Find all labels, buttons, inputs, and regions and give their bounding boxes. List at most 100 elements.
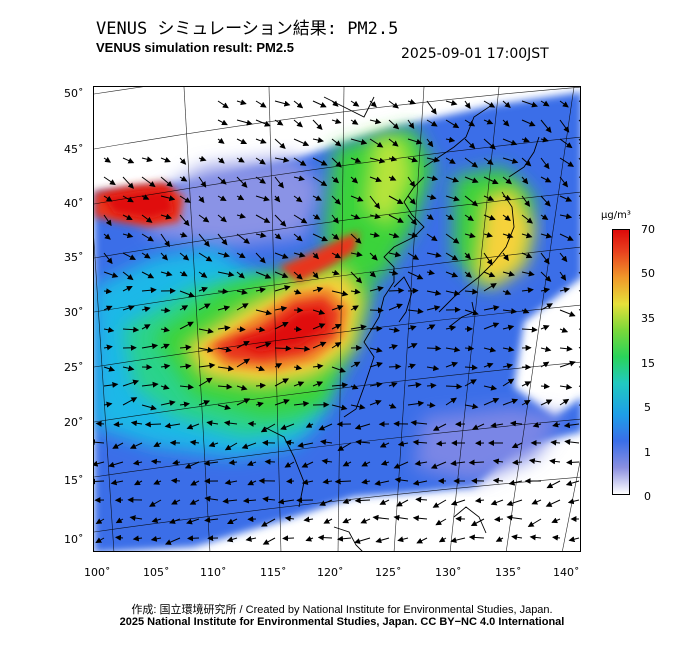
wind-arrow xyxy=(331,324,342,330)
wind-arrow xyxy=(274,214,287,227)
wind-arrow xyxy=(217,137,225,144)
wind-arrow xyxy=(122,326,140,333)
wind-arrow xyxy=(112,442,124,449)
wind-arrow xyxy=(151,517,162,523)
wind-arrow xyxy=(506,514,523,521)
wind-arrow xyxy=(407,138,423,145)
wind-arrow xyxy=(115,534,124,541)
wind-arrow xyxy=(255,119,271,127)
wind-arrow xyxy=(551,517,561,524)
wind-arrow xyxy=(521,252,533,259)
wind-arrow xyxy=(260,423,276,433)
wind-arrow xyxy=(483,100,496,108)
wind-arrow xyxy=(552,421,561,428)
wind-arrow xyxy=(379,442,390,448)
wind-arrow xyxy=(559,138,573,149)
wind-arrow xyxy=(361,478,371,485)
wind-arrow xyxy=(559,271,567,281)
wind-arrow xyxy=(187,535,200,542)
wind-arrow xyxy=(540,100,550,107)
lon-label: 135˚ xyxy=(495,566,522,579)
wind-arrow xyxy=(179,321,194,330)
wind-arrow xyxy=(464,100,471,110)
wind-arrow xyxy=(172,459,181,466)
wind-arrow xyxy=(186,518,200,525)
wind-arrow xyxy=(407,400,425,407)
wind-arrow xyxy=(426,324,436,330)
wind-arrow xyxy=(255,341,272,349)
colorbar xyxy=(612,229,630,495)
wind-arrow xyxy=(412,439,428,446)
wind-arrow xyxy=(320,439,333,446)
wind-arrow xyxy=(426,119,438,127)
wind-arrow xyxy=(540,399,553,406)
wind-arrow xyxy=(331,304,344,311)
wind-arrow xyxy=(217,271,235,278)
wind-arrow xyxy=(179,305,189,311)
lat-label: 20˚ xyxy=(64,416,84,429)
wind-arrow xyxy=(483,176,499,185)
wind-arrow xyxy=(388,155,398,162)
wind-arrow xyxy=(141,381,159,388)
wind-arrow xyxy=(113,421,124,428)
wind-arrow xyxy=(103,381,119,388)
wind-arrow xyxy=(521,307,530,314)
wind-arrow xyxy=(334,478,352,485)
wind-arrow xyxy=(492,458,504,465)
wind-arrow xyxy=(464,232,476,239)
wind-arrow xyxy=(198,252,213,262)
wind-arrow xyxy=(284,515,295,522)
wind-arrow xyxy=(247,479,257,486)
wind-arrow xyxy=(236,384,248,391)
lat-label: 15˚ xyxy=(64,474,84,487)
wind-arrow xyxy=(198,327,214,334)
wind-arrow xyxy=(274,233,282,240)
wind-arrow xyxy=(407,98,416,105)
colorbar-tick: 15 xyxy=(641,357,655,370)
wind-arrow xyxy=(322,478,333,485)
wind-arrow xyxy=(122,252,136,260)
colorbar-gradient xyxy=(613,230,629,494)
wind-arrow xyxy=(445,290,461,296)
wind-arrow xyxy=(502,100,511,109)
wind-arrow xyxy=(540,271,552,282)
wind-arrow xyxy=(255,401,264,408)
wind-arrow xyxy=(255,252,266,264)
wind-arrow xyxy=(426,233,438,242)
wind-arrow xyxy=(274,138,286,149)
wind-arrow xyxy=(388,326,400,333)
wind-arrow xyxy=(492,477,504,484)
wind-arrow xyxy=(388,119,400,130)
wind-arrow xyxy=(160,176,173,188)
wind-arrow xyxy=(426,138,434,148)
wind-arrow xyxy=(521,157,532,167)
wind-arrow xyxy=(242,497,257,504)
lon-label: 125˚ xyxy=(375,566,402,579)
wind-arrow xyxy=(342,517,352,524)
wind-arrow xyxy=(511,442,523,449)
wind-arrow xyxy=(198,155,207,162)
wind-arrow xyxy=(563,422,580,429)
wind-arrow xyxy=(236,176,248,188)
wind-arrow xyxy=(285,439,295,446)
wind-arrow xyxy=(179,231,188,238)
wind-arrow xyxy=(540,383,550,390)
wind-arrow xyxy=(426,194,437,200)
wind-arrow xyxy=(255,176,266,184)
wind-arrow xyxy=(483,271,496,278)
wind-arrow xyxy=(217,365,235,372)
map-canvas xyxy=(94,87,580,551)
wind-arrow xyxy=(217,214,227,223)
wind-arrow xyxy=(312,195,322,201)
wind-arrow xyxy=(141,252,151,259)
wind-arrow xyxy=(412,479,428,486)
wind-arrow xyxy=(262,537,276,545)
wind-arrow xyxy=(274,252,289,259)
wind-arrow xyxy=(274,305,288,312)
wind-arrow xyxy=(354,537,371,544)
wind-arrow xyxy=(559,309,576,317)
wind-arrow xyxy=(540,303,553,311)
wind-arrow xyxy=(160,233,170,248)
wind-arrow xyxy=(236,194,245,201)
wind-arrow xyxy=(255,157,266,165)
